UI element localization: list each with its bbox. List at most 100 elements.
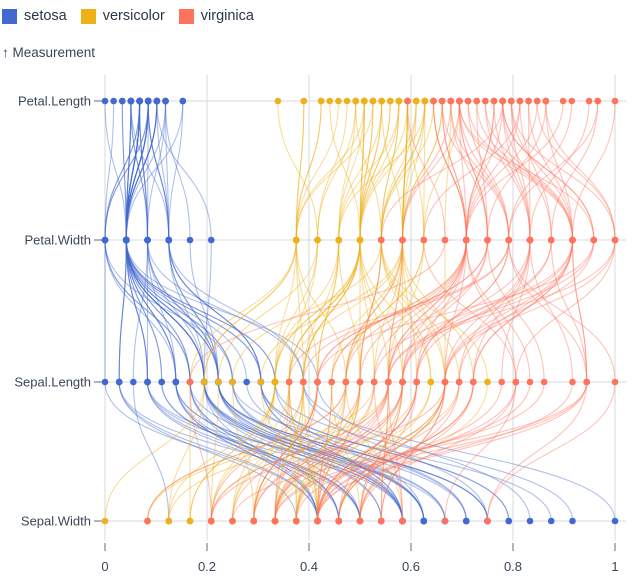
pc-line <box>146 100 489 522</box>
data-point <box>516 97 524 105</box>
pc-line <box>338 100 495 522</box>
data-point <box>547 517 555 525</box>
pc-line <box>260 100 409 522</box>
data-point <box>352 97 359 105</box>
pc-line <box>210 100 357 522</box>
data-point <box>207 236 215 244</box>
data-point <box>300 97 308 105</box>
data-point <box>118 97 126 105</box>
data-point <box>404 97 411 105</box>
data-point <box>438 97 446 105</box>
pc-line <box>295 100 404 522</box>
pc-line <box>486 100 616 522</box>
data-point <box>101 378 109 386</box>
data-point <box>122 236 130 244</box>
data-point <box>569 517 576 525</box>
data-point <box>314 517 321 525</box>
pc-line <box>189 100 446 522</box>
data-point <box>370 378 378 386</box>
data-point <box>274 97 282 105</box>
pc-line <box>274 100 467 522</box>
x-tick-label: 0.2 <box>198 559 216 574</box>
data-point <box>207 517 215 525</box>
pc-line <box>373 100 574 522</box>
data-point <box>462 236 470 244</box>
pc-line <box>274 100 374 522</box>
data-point <box>229 378 236 386</box>
data-point <box>498 378 505 386</box>
data-point <box>526 236 534 244</box>
data-point <box>326 97 334 105</box>
data-point <box>317 97 325 105</box>
pc-line <box>288 100 374 522</box>
pc-line <box>189 100 305 521</box>
data-point <box>569 236 576 244</box>
pc-line <box>146 100 452 522</box>
pc-line <box>295 100 432 522</box>
data-point <box>462 517 470 525</box>
legend-swatch-setosa-icon <box>2 8 17 24</box>
pc-line <box>380 100 616 522</box>
pc-line <box>316 100 417 522</box>
pc-line <box>345 100 425 522</box>
pc-line <box>288 100 409 522</box>
pc-line <box>147 100 467 522</box>
legend-label-versicolor: versicolor <box>102 8 165 24</box>
data-point <box>505 236 513 244</box>
pc-line <box>380 100 426 522</box>
data-point <box>559 97 567 105</box>
data-point <box>490 97 498 105</box>
pc-line <box>274 100 460 522</box>
data-point <box>413 378 420 386</box>
pc-line <box>125 100 467 522</box>
pc-line <box>274 100 426 522</box>
data-point <box>165 236 173 244</box>
pc-line <box>316 100 574 522</box>
pc-line <box>316 100 588 522</box>
row-label: Petal.Width <box>25 233 91 248</box>
pc-line <box>125 100 404 522</box>
pc-line <box>146 100 365 522</box>
data-point <box>420 517 428 525</box>
data-point <box>526 378 534 386</box>
data-point <box>484 236 491 244</box>
data-point <box>165 517 173 525</box>
pc-line <box>359 100 489 522</box>
data-point <box>526 517 534 525</box>
pc-line <box>274 100 552 522</box>
data-point <box>172 378 180 386</box>
x-tick-label: 0 <box>101 559 108 574</box>
pc-line <box>125 100 404 522</box>
y-axis-title: ↑ Measurement <box>2 45 96 60</box>
pc-line <box>125 100 361 522</box>
x-tick-label: 1 <box>611 559 618 574</box>
pc-line <box>156 100 425 522</box>
row-label: Petal.Length <box>18 94 91 109</box>
data-point <box>361 97 368 105</box>
pc-line <box>104 100 340 522</box>
data-point <box>215 378 222 386</box>
legend-item-virginica: virginica <box>178 8 254 24</box>
pc-line <box>210 100 521 522</box>
pc-line <box>295 100 391 522</box>
data-point <box>110 97 117 105</box>
pc-line <box>104 100 319 522</box>
data-point <box>335 97 342 105</box>
pc-line <box>189 100 339 522</box>
pc-line <box>274 100 409 522</box>
pc-line <box>231 100 616 522</box>
pc-line <box>125 100 319 522</box>
pc-line <box>274 100 365 522</box>
data-point <box>594 97 602 105</box>
pc-line <box>338 100 595 522</box>
pc-line <box>316 100 531 522</box>
data-point <box>101 517 109 525</box>
data-point <box>292 517 300 525</box>
pc-line <box>316 100 552 522</box>
data-point <box>144 378 151 386</box>
legend-label-virginica: virginica <box>200 8 254 24</box>
pc-line <box>253 100 460 522</box>
pc-line <box>316 100 590 522</box>
